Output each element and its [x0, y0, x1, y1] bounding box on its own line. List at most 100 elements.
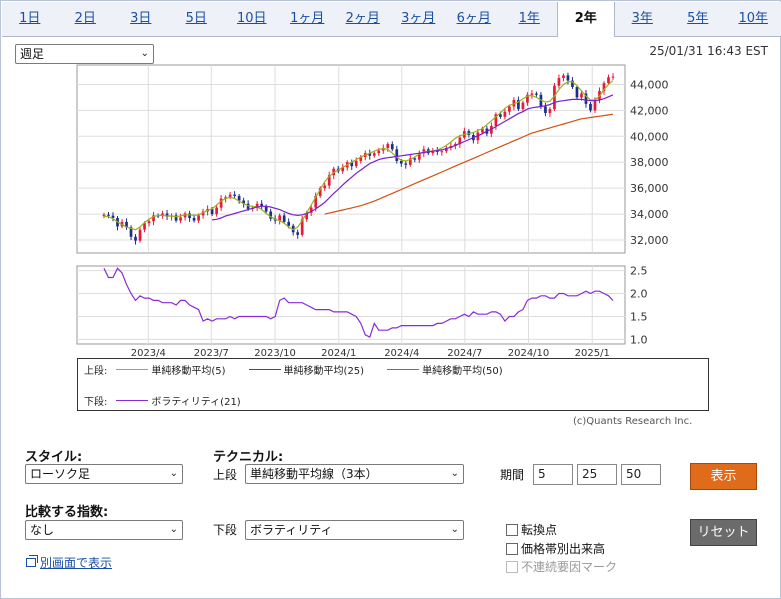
tab-1y[interactable]: 1年 — [518, 11, 540, 26]
candle-body — [499, 114, 502, 117]
candle-body — [517, 100, 520, 110]
candle-body — [197, 215, 200, 221]
candle-body — [264, 206, 268, 212]
candle-body — [435, 150, 439, 152]
candle-body — [503, 111, 507, 117]
tab-1m[interactable]: 1ヶ月 — [290, 11, 325, 26]
candle-body — [354, 160, 358, 167]
candle-body — [408, 158, 412, 165]
chevron-down-icon: ⌄ — [169, 468, 178, 479]
candle-body — [431, 150, 435, 154]
candle-body — [255, 203, 259, 208]
chevron-down-icon: ⌄ — [169, 524, 178, 535]
checkbox-turning-point[interactable]: 転換点 — [506, 521, 557, 538]
checkbox-volume-profile[interactable]: 価格帯別出来高 — [506, 540, 605, 557]
candle-body — [368, 153, 372, 156]
candle-body — [526, 94, 529, 103]
price-tick-label: 34,000 — [630, 208, 669, 221]
tab-5d[interactable]: 5日 — [185, 11, 207, 26]
tab-5y[interactable]: 5年 — [687, 11, 709, 26]
tab-3y[interactable]: 3年 — [631, 11, 653, 26]
tab-3d[interactable]: 3日 — [130, 11, 152, 26]
tab-10y[interactable]: 10年 — [738, 11, 769, 26]
candle-body — [174, 215, 178, 221]
legend-item-ma5: 単純移動平均(5) — [113, 362, 226, 377]
new-window-link-text: 別画面で表示 — [40, 556, 113, 570]
credit: (c)Quants Research Inc. — [573, 416, 693, 427]
candle-body — [188, 213, 191, 218]
checkbox-icon — [506, 560, 518, 573]
candle-body — [580, 93, 583, 98]
compare-select-value: なし — [30, 523, 55, 537]
candle-body — [422, 149, 426, 154]
volatility-tick-label: 2.5 — [630, 265, 648, 278]
compare-select[interactable]: なし ⌄ — [25, 520, 183, 540]
candle-body — [494, 114, 498, 126]
candle-body — [129, 227, 133, 237]
new-window-link[interactable]: 別画面で表示 — [26, 554, 112, 571]
x-tick-label: 2023/7 — [194, 348, 229, 359]
upper-select[interactable]: 単純移動平均線（3本） ⌄ — [245, 464, 464, 484]
legend-item-ma25: 単純移動平均(25) — [246, 362, 364, 377]
candle-body — [535, 93, 538, 95]
tab-2m[interactable]: 2ヶ月 — [345, 11, 380, 26]
candle-body — [233, 194, 236, 196]
legend-lower-label: 下段: — [84, 396, 108, 408]
price-chart: 32,000 34,000 36,000 38,000 40,000 42,000 44,0… — [76, 64, 669, 359]
candle-body — [377, 150, 381, 154]
candle-body — [314, 195, 318, 208]
candle-body — [399, 160, 403, 164]
candle-body — [260, 203, 264, 207]
candle-body — [341, 167, 345, 172]
price-tick-label: 32,000 — [630, 234, 669, 247]
candle-body — [607, 77, 610, 84]
upper-label: 上段 — [213, 468, 238, 482]
tab-2d[interactable]: 2日 — [74, 11, 96, 26]
period-input-1[interactable]: 5 — [533, 464, 573, 485]
price-tick-label: 40,000 — [630, 130, 669, 143]
candle-body — [544, 106, 547, 113]
candle-body — [602, 83, 606, 91]
legend-upper-row: 上段: 単純移動平均(5) 単純移動平均(25) 単純移動平均(50) — [84, 362, 523, 377]
checkbox-icon[interactable] — [506, 523, 518, 536]
legend-swatch-ma5 — [116, 368, 149, 370]
candle-body — [521, 102, 525, 110]
tab-3m[interactable]: 3ヶ月 — [401, 11, 436, 26]
tab-10d[interactable]: 10日 — [236, 11, 267, 26]
reset-button[interactable]: リセット — [690, 519, 757, 546]
candle-body — [417, 153, 421, 160]
candle-body — [278, 215, 282, 221]
price-panel-frame — [76, 64, 626, 254]
price-tick-label: 44,000 — [630, 78, 669, 91]
x-tick-label: 2023/10 — [254, 348, 296, 359]
chevron-down-icon: ⌄ — [450, 468, 459, 479]
candle-body — [327, 175, 331, 186]
show-button[interactable]: 表示 — [690, 463, 757, 490]
candle-body — [566, 75, 570, 81]
legend-swatch-ma50 — [387, 368, 420, 370]
legend-lower-row: 下段: ボラティリティ(21) — [84, 393, 261, 408]
period-input-2[interactable]: 25 — [577, 464, 617, 485]
candle-body — [309, 207, 313, 213]
style-select[interactable]: ローソク足 ⌄ — [25, 464, 183, 484]
candle-body — [440, 151, 444, 153]
legend: 上段: 単純移動平均(5) 単純移動平均(25) 単純移動平均(50) 下段: … — [77, 358, 709, 411]
candle-body — [305, 212, 309, 220]
lower-select[interactable]: ボラティリティ ⌄ — [245, 520, 464, 540]
tab-6m[interactable]: 6ヶ月 — [456, 11, 491, 26]
tab-1d[interactable]: 1日 — [19, 11, 41, 26]
legend-upper-label: 上段: — [84, 365, 108, 377]
legend-swatch-ma25 — [248, 368, 281, 370]
period-input-3[interactable]: 50 — [621, 464, 661, 485]
candle-body — [571, 80, 574, 88]
candle-body — [444, 147, 448, 152]
timeframe-select[interactable]: 週足 ⌄ — [15, 44, 154, 64]
checkbox-icon[interactable] — [506, 542, 518, 555]
candle-body — [237, 195, 241, 201]
period-label: 期間 — [500, 468, 525, 482]
candle-body — [134, 236, 137, 241]
candle-body — [287, 221, 291, 226]
candle-body — [300, 219, 304, 235]
tab-2y[interactable]: 2年 — [557, 2, 615, 37]
